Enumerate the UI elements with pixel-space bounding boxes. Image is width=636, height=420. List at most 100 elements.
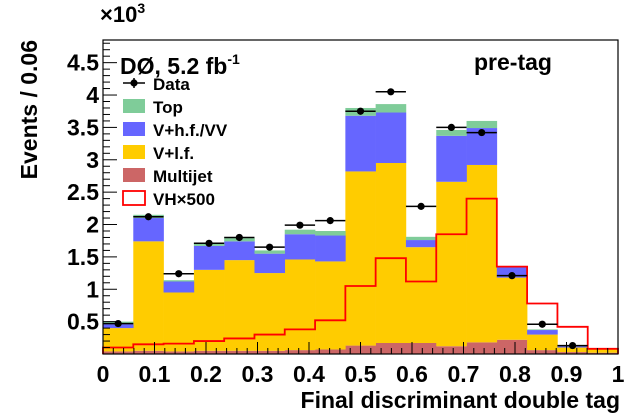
bar-v-l-f--5 <box>254 273 286 351</box>
legend: Data Top V+h.f./VV V+l.f. Multijet VH×500 <box>122 75 228 209</box>
bar-multijet-16 <box>587 352 619 354</box>
data-point-13 <box>508 272 516 280</box>
bar-v-h-f-vv-14 <box>527 330 558 335</box>
data-points <box>103 88 588 350</box>
data-point-6 <box>296 221 304 229</box>
bar-v-l-f--9 <box>375 163 407 343</box>
x-tick-label-6: 0.6 <box>396 361 428 387</box>
bar-v-l-f--1 <box>133 241 164 351</box>
bar-v-l-f--8 <box>345 171 376 346</box>
data-point-15 <box>568 341 577 350</box>
x-axis-label: Final discriminant double tag <box>301 387 620 413</box>
bar-top-5 <box>254 250 286 254</box>
y-tick-label-4: 2.5 <box>67 179 99 205</box>
bar-v-l-f--6 <box>284 259 316 351</box>
data-point-7 <box>326 217 334 225</box>
x-tick-label-10: 1 <box>612 361 625 387</box>
data-point-5 <box>266 243 274 251</box>
data-point-12 <box>478 128 486 137</box>
legend-swatch-v-h-f-vv <box>123 122 145 136</box>
bar-multijet-12 <box>466 342 498 354</box>
data-point-2 <box>175 270 183 278</box>
bar-top-12 <box>466 120 498 129</box>
legend-label-top: Top <box>153 98 183 117</box>
y-tick-label-1: 1 <box>86 276 99 302</box>
bar-multijet-10 <box>405 342 437 354</box>
bar-top-9 <box>375 104 407 113</box>
y-multiplier: ×103 <box>100 0 145 27</box>
y-tick-label-2: 1.5 <box>67 244 99 270</box>
x-tick-label-5: 0.5 <box>345 361 377 387</box>
bar-top-11 <box>436 129 467 136</box>
bar-top-2 <box>163 280 195 282</box>
data-point-4 <box>235 233 243 242</box>
bar-v-l-f--0 <box>103 328 134 352</box>
x-tick-label-2: 0.2 <box>190 361 222 387</box>
data-point-3 <box>205 239 213 247</box>
bar-v-l-f--3 <box>193 269 225 351</box>
bar-multijet-7 <box>315 349 346 354</box>
bar-top-10 <box>405 236 437 241</box>
bar-v-h-f-vv-8 <box>345 115 376 172</box>
y-tick-label-3: 2 <box>86 212 99 238</box>
data-point-1 <box>144 213 153 221</box>
bar-v-h-f-vv-7 <box>315 235 346 262</box>
region-label: pre-tag <box>474 49 552 75</box>
bar-v-h-f-vv-10 <box>405 240 437 248</box>
bar-top-6 <box>284 229 316 235</box>
y-tick-label-7: 4 <box>86 82 99 108</box>
bar-v-h-f-vv-9 <box>375 112 407 164</box>
signal-line <box>102 197 619 354</box>
bar-top-7 <box>315 230 346 236</box>
axis-ticks: 0 0.1 0.2 0.3 0.4 0.5 0.6 0.7 0.8 0.9 1 0.5 1 1.5 2 2.5… <box>67 42 625 387</box>
bar-v-h-f-vv-1 <box>133 218 164 242</box>
legend-swatch-vh-500 <box>122 190 146 206</box>
legend-label-data: Data <box>153 75 190 94</box>
bar-v-h-f-vv-5 <box>254 253 286 274</box>
y-tick-label-6: 3.5 <box>67 114 99 140</box>
legend-swatch-multijet <box>123 168 145 182</box>
data-point-10 <box>417 202 425 210</box>
bar-multijet-1 <box>133 350 164 354</box>
y-tick-label-0: 0.5 <box>67 309 99 335</box>
legend-label-v-l-f-: V+l.f. <box>153 144 194 163</box>
bar-v-l-f--12 <box>466 164 498 343</box>
bar-multijet-13 <box>496 339 528 354</box>
data-point-8 <box>356 107 365 115</box>
legend-swatch-top <box>123 99 145 113</box>
bar-v-l-f--11 <box>436 181 467 347</box>
x-tick-label-8: 0.8 <box>499 361 531 387</box>
bar-multijet-2 <box>163 351 195 354</box>
data-point-14 <box>538 320 546 328</box>
legend-label-v-h-f-vv: V+h.f./VV <box>153 121 228 140</box>
data-point-9 <box>387 88 395 96</box>
legend-label-vh-500: VH×500 <box>153 190 215 209</box>
legend-marker-data <box>130 79 138 87</box>
x-tick-label-1: 0.1 <box>139 361 171 387</box>
x-tick-label-0: 0 <box>97 361 110 387</box>
bar-multijet-6 <box>284 350 316 354</box>
stacked-bars <box>103 104 619 354</box>
bar-v-l-f--10 <box>405 247 437 343</box>
bar-v-h-f-vv-6 <box>284 234 316 260</box>
bar-multijet-0 <box>103 351 134 354</box>
bar-multijet-11 <box>436 346 467 354</box>
data-point-0 <box>114 319 122 328</box>
bar-v-l-f--15 <box>557 347 589 353</box>
bar-v-l-f--4 <box>224 260 255 351</box>
y-tick-label-5: 3 <box>86 147 99 173</box>
y-tick-label-8: 4.5 <box>67 50 99 76</box>
bar-v-l-f--2 <box>163 292 195 352</box>
x-tick-label-3: 0.3 <box>242 361 274 387</box>
x-tick-label-7: 0.7 <box>448 361 480 387</box>
bar-v-h-f-vv-2 <box>163 281 195 293</box>
experiment-label: DØ, 5.2 fb-1 <box>120 51 240 79</box>
bar-v-l-f--14 <box>527 334 558 351</box>
bar-v-l-f--13 <box>496 277 528 340</box>
bar-multijet-4 <box>224 350 255 354</box>
bar-multijet-15 <box>557 352 589 354</box>
x-tick-label-9: 0.9 <box>551 361 583 387</box>
data-point-11 <box>447 123 455 132</box>
legend-label-multijet: Multijet <box>153 167 213 186</box>
